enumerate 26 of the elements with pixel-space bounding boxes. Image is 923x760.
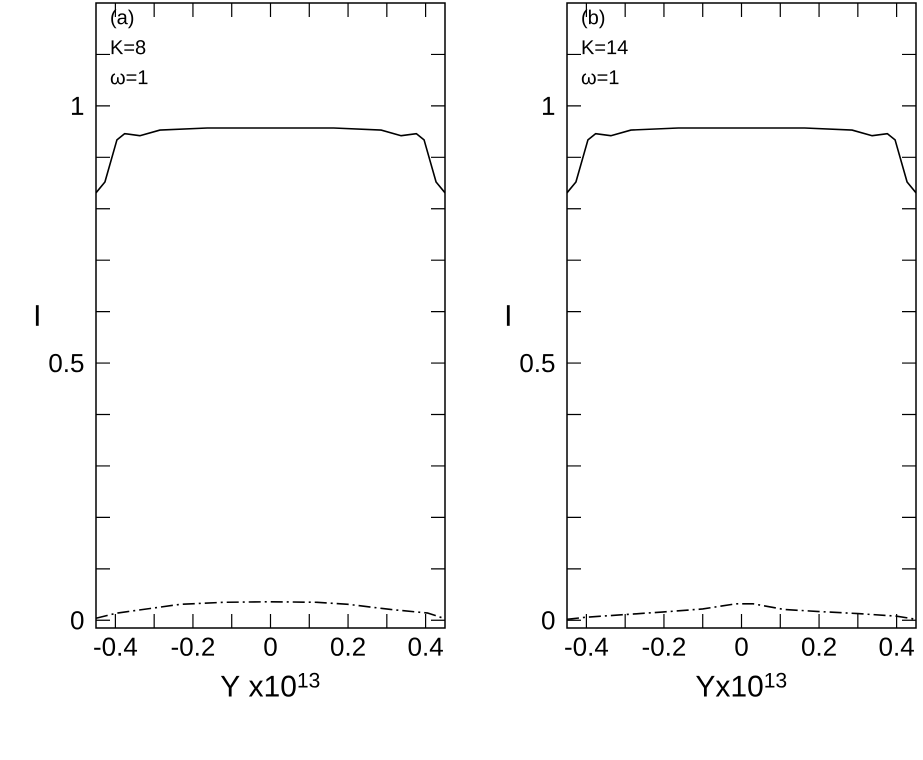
x-tick-label: -0.2 [172,638,214,656]
x-tick-label: 0.4 [880,638,914,656]
x-tick-label: -0.4 [565,638,608,656]
annotation: (b) [582,10,604,28]
x-tick-label: 0.4 [408,638,443,656]
y-tick-label: 1 [72,96,84,115]
annotation: ω=1 [582,70,618,84]
x-tick-label: 0 [735,638,748,656]
x-tick-label: 0.2 [331,638,365,656]
y-tick-label: 1 [542,96,554,115]
x-tick-label: 0 [264,638,277,656]
y-axis-title: I [36,305,39,326]
x-tick-label: -0.4 [94,638,138,656]
x-tick-label: -0.2 [642,638,686,656]
annotation: K=8 [112,40,146,54]
x-tick-label: 0.2 [802,638,836,656]
annotation: K=14 [582,40,628,54]
annotation: ω=1 [110,70,148,84]
x-axis-title: Yx10$^{13}$ [696,672,786,697]
annotation: (a) [111,10,134,28]
y-tick-label: 0 [71,611,84,630]
y-tick-label: 0 [542,611,554,630]
y-tick-label: 0.5 [520,354,554,372]
y-tick-label: 0.5 [49,354,84,372]
y-axis-title: I [506,305,510,326]
x-axis-title: Y x10$^{13}$ [220,672,320,697]
